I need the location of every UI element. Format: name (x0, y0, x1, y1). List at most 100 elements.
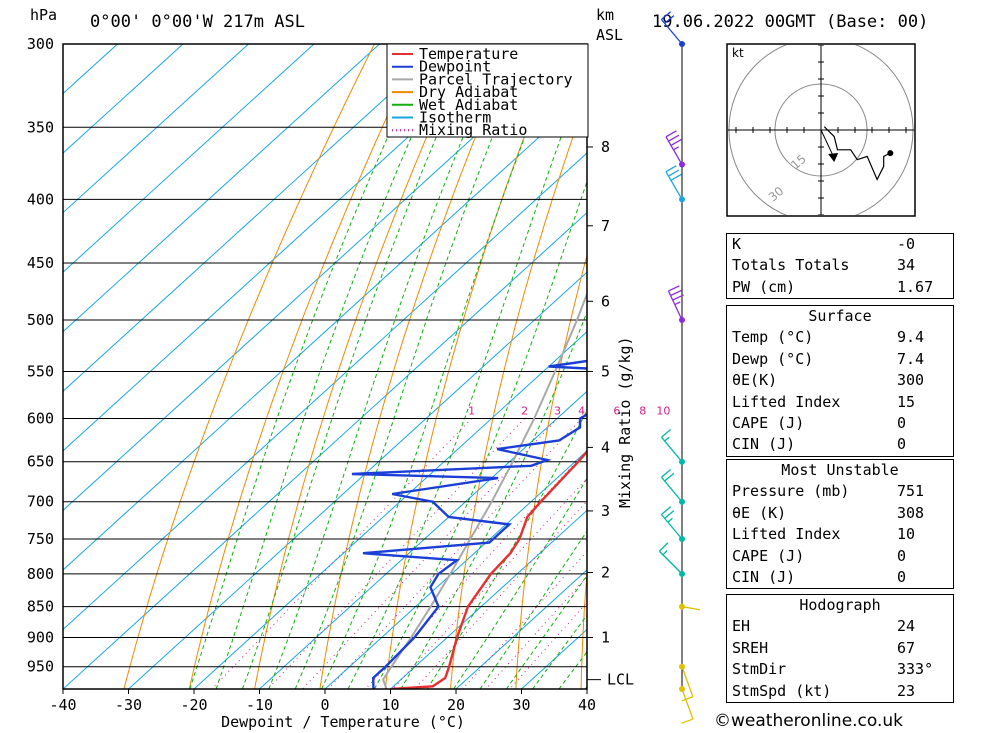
index-label: PW (cm) (732, 277, 796, 296)
sounding-datetime: 19.06.2022 00GMT (Base: 00) (652, 12, 929, 32)
mixing-ratio-label: 1 (468, 404, 475, 417)
surface-label: θE(K) (732, 371, 778, 390)
most-unstable-row: CAPE (J) 0 (727, 546, 953, 567)
most-unstable-value: 10 (897, 525, 916, 544)
legend-box (386, 43, 589, 138)
index-row: Totals Totals 34 (727, 255, 953, 276)
pressure-tick-label: 550 (27, 362, 54, 380)
pressure-tick-label: 800 (27, 565, 54, 583)
dry-adiabat-line (515, 253, 587, 689)
wet-adiabat-line (426, 409, 587, 689)
index-value: 34 (897, 256, 916, 275)
x-tick-label: -30 (115, 696, 142, 714)
isotherm-line (259, 390, 587, 689)
wet-adiabat-line (453, 477, 587, 689)
dry-adiabat-line (450, 95, 587, 689)
x-tick-label: 20 (447, 696, 465, 714)
pressure-tick-label: 350 (27, 118, 54, 136)
wind-barb-flag (670, 138, 682, 147)
wet-adiabat-line (268, 44, 503, 689)
wind-barb-flag (658, 542, 669, 552)
wind-barb-flag (664, 472, 675, 482)
wind-barb-flag (681, 696, 694, 702)
hodograph-stats-panel: Hodograph EH 24 SREH 67 StmDir 333° StmSpd (kt… (726, 594, 954, 703)
surface-row: θE(K) 300 (727, 370, 953, 391)
x-axis-label: Dewpoint / Temperature (°C) (221, 713, 465, 731)
wind-barb (667, 285, 685, 323)
hodograph-trace (823, 126, 891, 181)
wind-barb-flag (668, 169, 680, 177)
wet-adiabat-line (294, 44, 531, 689)
wind-barb-flag (661, 11, 672, 20)
mixing-ratio-line (267, 418, 525, 689)
most-unstable-label: CAPE (J) (732, 546, 805, 565)
mixing-ratio-axis-label: Mixing Ratio (g/kg) (616, 336, 634, 508)
index-row: K -0 (727, 234, 953, 255)
wind-barb-flag (665, 165, 677, 173)
wet-adiabat-line (479, 530, 587, 689)
index-label: K (732, 235, 742, 253)
storm-motion-vector (820, 129, 835, 159)
wet-adiabat-line (215, 44, 454, 689)
most-unstable-row: CIN (J) 0 (727, 567, 953, 588)
surface-value: 300 (897, 371, 925, 390)
storm-motion-arrowhead (828, 153, 839, 163)
surface-row: Temp (°C) 9.4 (727, 327, 953, 348)
dry-adiabat-line (123, 44, 375, 689)
isotherm-line (63, 44, 380, 333)
surface-row: Dewp (°C) 7.4 (727, 349, 953, 370)
isotherm-line (128, 271, 587, 689)
index-value: 1.67 (897, 277, 934, 296)
wind-barb (660, 11, 685, 47)
wind-barb (665, 130, 685, 168)
legend-label: Mixing Ratio (419, 121, 527, 139)
most-unstable-value: 751 (897, 482, 925, 501)
skewt-diagram: 3003504004505005506006507007508008509009… (27, 11, 700, 731)
index-label: Totals Totals (732, 256, 850, 275)
wind-barb-flag (668, 134, 680, 142)
legend-label: Dewpoint (419, 58, 491, 76)
wet-adiabat-line (400, 310, 587, 689)
mixing-ratio-label: 6 (613, 404, 620, 417)
surface-label: CAPE (J) (732, 413, 805, 432)
pressure-tick-label: 850 (27, 598, 54, 616)
wet-adiabat-line (241, 44, 478, 689)
pressure-tick-label: 950 (27, 658, 54, 676)
wind-barb (679, 663, 694, 702)
surface-label: Temp (°C) (732, 328, 814, 347)
height-unit-label: km (596, 6, 615, 24)
wind-barb-flag (664, 436, 670, 442)
hodograph-stat-row: StmDir 333° (727, 659, 953, 680)
credit-text: ©weatheronline.co.uk (714, 711, 904, 731)
surface-title: Surface (808, 307, 872, 325)
wind-barb (665, 165, 685, 203)
most-unstable-panel: Most Unstable Pressure (mb) 751 θE (K) 308 L… (726, 459, 954, 590)
index-row: PW (cm) 1.67 (727, 277, 953, 298)
wind-barb-flag (674, 301, 681, 306)
wind-barb (660, 506, 685, 543)
wind-barb-shaft (681, 666, 694, 698)
dry-adiabat-line (254, 44, 468, 689)
mixing-ratio-line (392, 477, 587, 689)
wind-barb-flag (661, 469, 672, 478)
height-tick-label: 1 (601, 629, 610, 647)
height-tick-label: 4 (601, 438, 610, 456)
wind-barb-flag (672, 294, 684, 301)
pressure-tick-label: 400 (27, 190, 54, 208)
height-tick-label: 7 (601, 217, 610, 235)
hodograph-stat-label: EH (732, 617, 751, 636)
mixing-ratio-line (302, 418, 558, 689)
wind-barb-flag (673, 146, 680, 151)
height-tick-label: 5 (601, 362, 610, 380)
wind-barb-flag (670, 173, 682, 181)
most-unstable-label: θE (K) (732, 503, 787, 522)
surface-row: CAPE (J) 0 (727, 413, 953, 434)
pressure-tick-label: 600 (27, 409, 54, 427)
surface-label: Dewp (°C) (732, 349, 814, 368)
hodograph-stat-value: 67 (897, 638, 916, 657)
most-unstable-label: Pressure (mb) (732, 482, 850, 501)
isotherm-line (63, 44, 184, 154)
wind-barb-flag (670, 289, 682, 297)
hodograph-stat-row: StmSpd (kt) 23 (727, 681, 953, 702)
